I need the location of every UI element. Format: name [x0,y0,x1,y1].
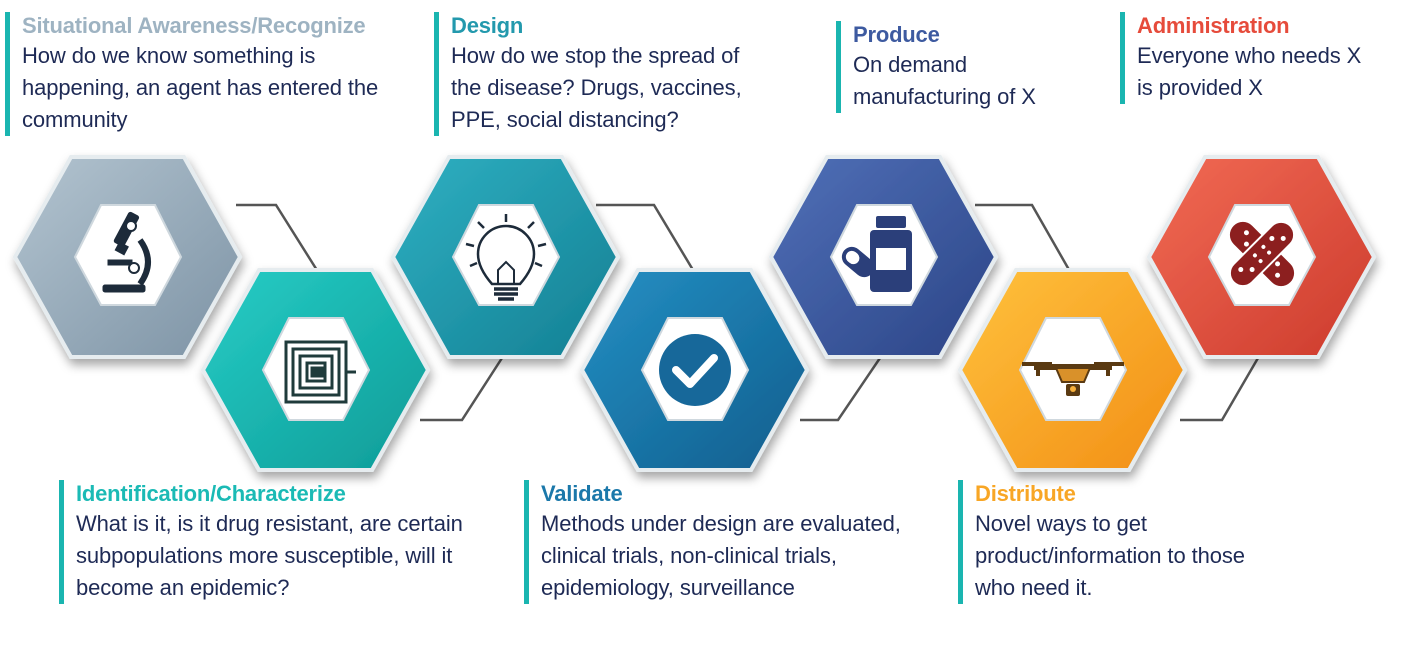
microscope-icon [102,211,151,293]
step-title: Validate [541,481,623,506]
step-description: How do we stop the spread of the disease… [451,43,742,132]
step-description: What is it, is it drug resistant, are ce… [76,511,463,600]
caption-step-7: Administration Everyone who needs X is p… [1120,12,1377,104]
caption-step-5: Produce On demand manufacturing of X [836,21,1063,113]
connector-lines [236,203,1260,422]
caption-step-2: Identification/Characterize What is it, … [59,480,486,604]
step-description: Everyone who needs X is provided X [1137,43,1362,100]
step-title: Identification/Characterize [76,481,346,506]
step-title: Situational Awareness/Recognize [22,13,366,38]
step-title: Distribute [975,481,1076,506]
caption-step-4: Validate Methods under design are evalua… [524,480,916,604]
hexagon-step-1 [12,155,243,359]
caption-step-1: Situational Awareness/Recognize How do w… [5,12,382,136]
caption-step-3: Design How do we stop the spread of the … [434,12,771,136]
rfid-chip-icon [284,340,356,404]
step-description: On demand manufacturing of X [853,52,1036,109]
step-title: Produce [853,22,940,47]
step-description: How do we know something is happening, a… [22,43,379,132]
step-title: Design [451,13,524,38]
caption-step-6: Distribute Novel ways to get product/inf… [958,480,1265,604]
step-description: Methods under design are evaluated, clin… [541,511,901,600]
bandage-icon [1228,220,1296,288]
medicine-bottle-icon [841,216,912,292]
lightbulb-icon [465,214,547,301]
checkmark-icon [659,334,731,406]
step-title: Administration [1137,13,1290,38]
drone-icon [1022,362,1124,396]
step-description: Novel ways to get product/information to… [975,511,1245,600]
